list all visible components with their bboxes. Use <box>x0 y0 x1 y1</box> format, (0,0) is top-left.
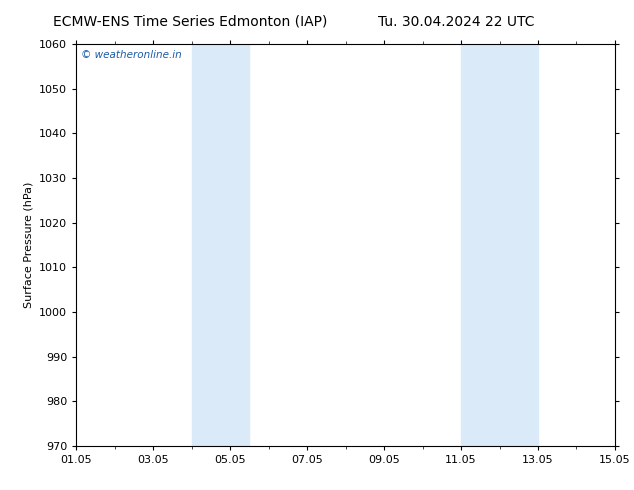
Y-axis label: Surface Pressure (hPa): Surface Pressure (hPa) <box>23 182 34 308</box>
Text: © weatheronline.in: © weatheronline.in <box>81 50 182 60</box>
Text: Tu. 30.04.2024 22 UTC: Tu. 30.04.2024 22 UTC <box>378 15 534 29</box>
Bar <box>191 44 249 446</box>
Text: ECMW-ENS Time Series Edmonton (IAP): ECMW-ENS Time Series Edmonton (IAP) <box>53 15 327 29</box>
Bar <box>461 44 538 446</box>
